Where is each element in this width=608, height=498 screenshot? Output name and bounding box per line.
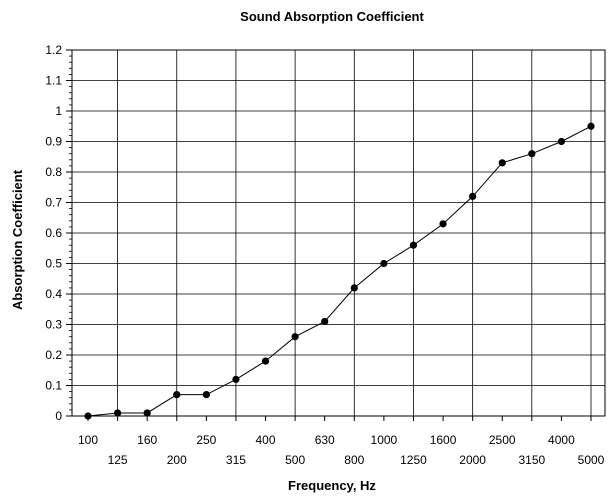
data-point: [587, 122, 595, 130]
y-tick-labels: 0 0.1 0.2 0.3 0.4 0.5 0.6 0.7 0.8 0.9 1 1.1 1.2: [45, 43, 62, 423]
y-tick-label: 0.3: [45, 318, 62, 332]
x-tick-label: 400: [256, 433, 276, 447]
data-point: [498, 159, 506, 167]
data-point: [380, 259, 388, 268]
y-tick-label: 1: [55, 104, 62, 118]
x-tick-label: 800: [344, 453, 364, 467]
y-tick-label: 0.7: [45, 196, 62, 210]
x-tick-label: 630: [315, 433, 335, 447]
x-tick-label: 1600: [430, 433, 457, 447]
x-tick-labels: 100 125 160 200 250 315 400 500 630 800 1000125016…: [78, 433, 605, 467]
data-point: [557, 137, 566, 146]
y-tick-label: 1.1: [45, 74, 62, 88]
x-tick-label: 1000: [371, 433, 398, 447]
x-tick-label: 315: [226, 453, 246, 467]
x-tick-label: 250: [196, 433, 216, 447]
x-tick-label: 100: [78, 433, 98, 447]
data-point: [173, 391, 181, 399]
y-tick-label: 0.2: [45, 348, 62, 362]
plot-frame: [71, 49, 606, 417]
y-axis-title: Absorption Coefficient: [10, 169, 25, 310]
data-point: [143, 409, 151, 417]
x-tick-label: 125: [108, 453, 128, 467]
x-tick-label: 1250: [400, 453, 427, 467]
x-tick-label: 3150: [518, 453, 545, 467]
x-tick-label: 5000: [578, 453, 605, 467]
ticks: [66, 49, 592, 421]
y-tick-label: 0.8: [45, 165, 62, 179]
data-point: [113, 409, 122, 417]
y-tick-label: 1.2: [45, 43, 62, 57]
y-tick-label: 0: [55, 409, 62, 423]
data-point: [321, 317, 329, 326]
x-tick-label: 200: [167, 453, 187, 467]
data-point: [469, 192, 477, 200]
data-point: [439, 220, 447, 228]
y-tick-label: 0.6: [45, 226, 62, 240]
data-point: [232, 375, 240, 383]
data-point: [202, 391, 210, 399]
x-tick-label: 4000: [548, 433, 575, 447]
y-tick-label: 0.9: [45, 135, 62, 149]
y-tick-label: 0.5: [45, 257, 62, 271]
y-tick-label: 0.4: [45, 287, 62, 301]
data-point: [84, 412, 92, 420]
x-tick-label: 500: [285, 453, 305, 467]
chart-title: Sound Absorption Coefficient: [240, 9, 424, 24]
grid: [72, 49, 605, 417]
data-point: [291, 333, 299, 341]
y-tick-label: 0.1: [45, 379, 62, 393]
x-tick-label: 2000: [459, 453, 486, 467]
data-point: [350, 284, 358, 292]
x-tick-label: 2500: [489, 433, 516, 447]
data-point: [261, 357, 270, 365]
x-axis-title: Frequency, Hz: [288, 478, 376, 493]
data-point: [528, 150, 536, 158]
series-line: [87, 125, 592, 417]
data-point: [409, 241, 418, 249]
series: [84, 122, 595, 420]
x-tick-label: 160: [137, 433, 157, 447]
